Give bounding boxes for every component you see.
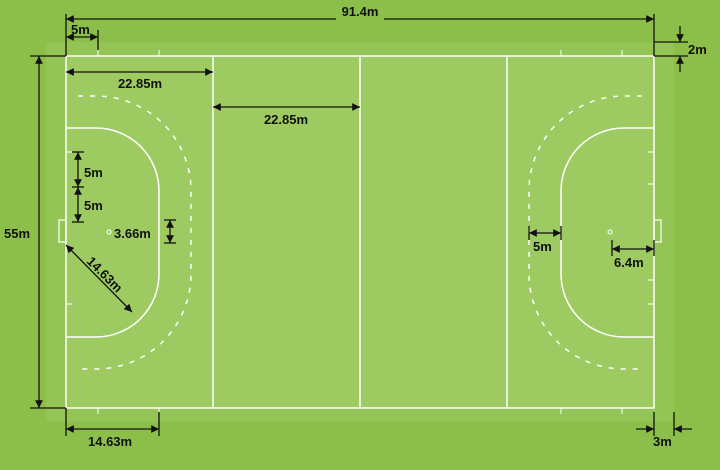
- label-post-mark-offset: 5m: [71, 22, 90, 37]
- label-side-runoff: 3m: [653, 434, 672, 449]
- penalty-spot-right: [607, 229, 613, 235]
- label-total-width: 55m: [4, 226, 30, 241]
- goal-left: [58, 219, 67, 243]
- label-bottom-offset: 14.63m: [88, 434, 132, 449]
- label-goal-width: 3.66m: [114, 226, 151, 241]
- label-line-left-1: 22.85m: [118, 76, 162, 91]
- label-total-length: 91.4m: [342, 4, 379, 19]
- label-dashed-offset: 5m: [533, 239, 552, 254]
- label-end-runoff: 2m: [688, 42, 707, 57]
- shooting-circle-left: [66, 127, 160, 338]
- goal-right: [653, 219, 662, 243]
- sideline-ticks: [66, 50, 654, 414]
- dim-circle-radius: [65, 244, 133, 313]
- penalty-spot-left: [106, 229, 112, 235]
- dashed-circle-left: [78, 95, 192, 370]
- label-penalty-spot: 6.4m: [614, 255, 644, 270]
- label-line-left-2: 22.85m: [264, 112, 308, 127]
- label-mark-spacing-1: 5m: [84, 165, 103, 180]
- label-mark-spacing-2: 5m: [84, 198, 103, 213]
